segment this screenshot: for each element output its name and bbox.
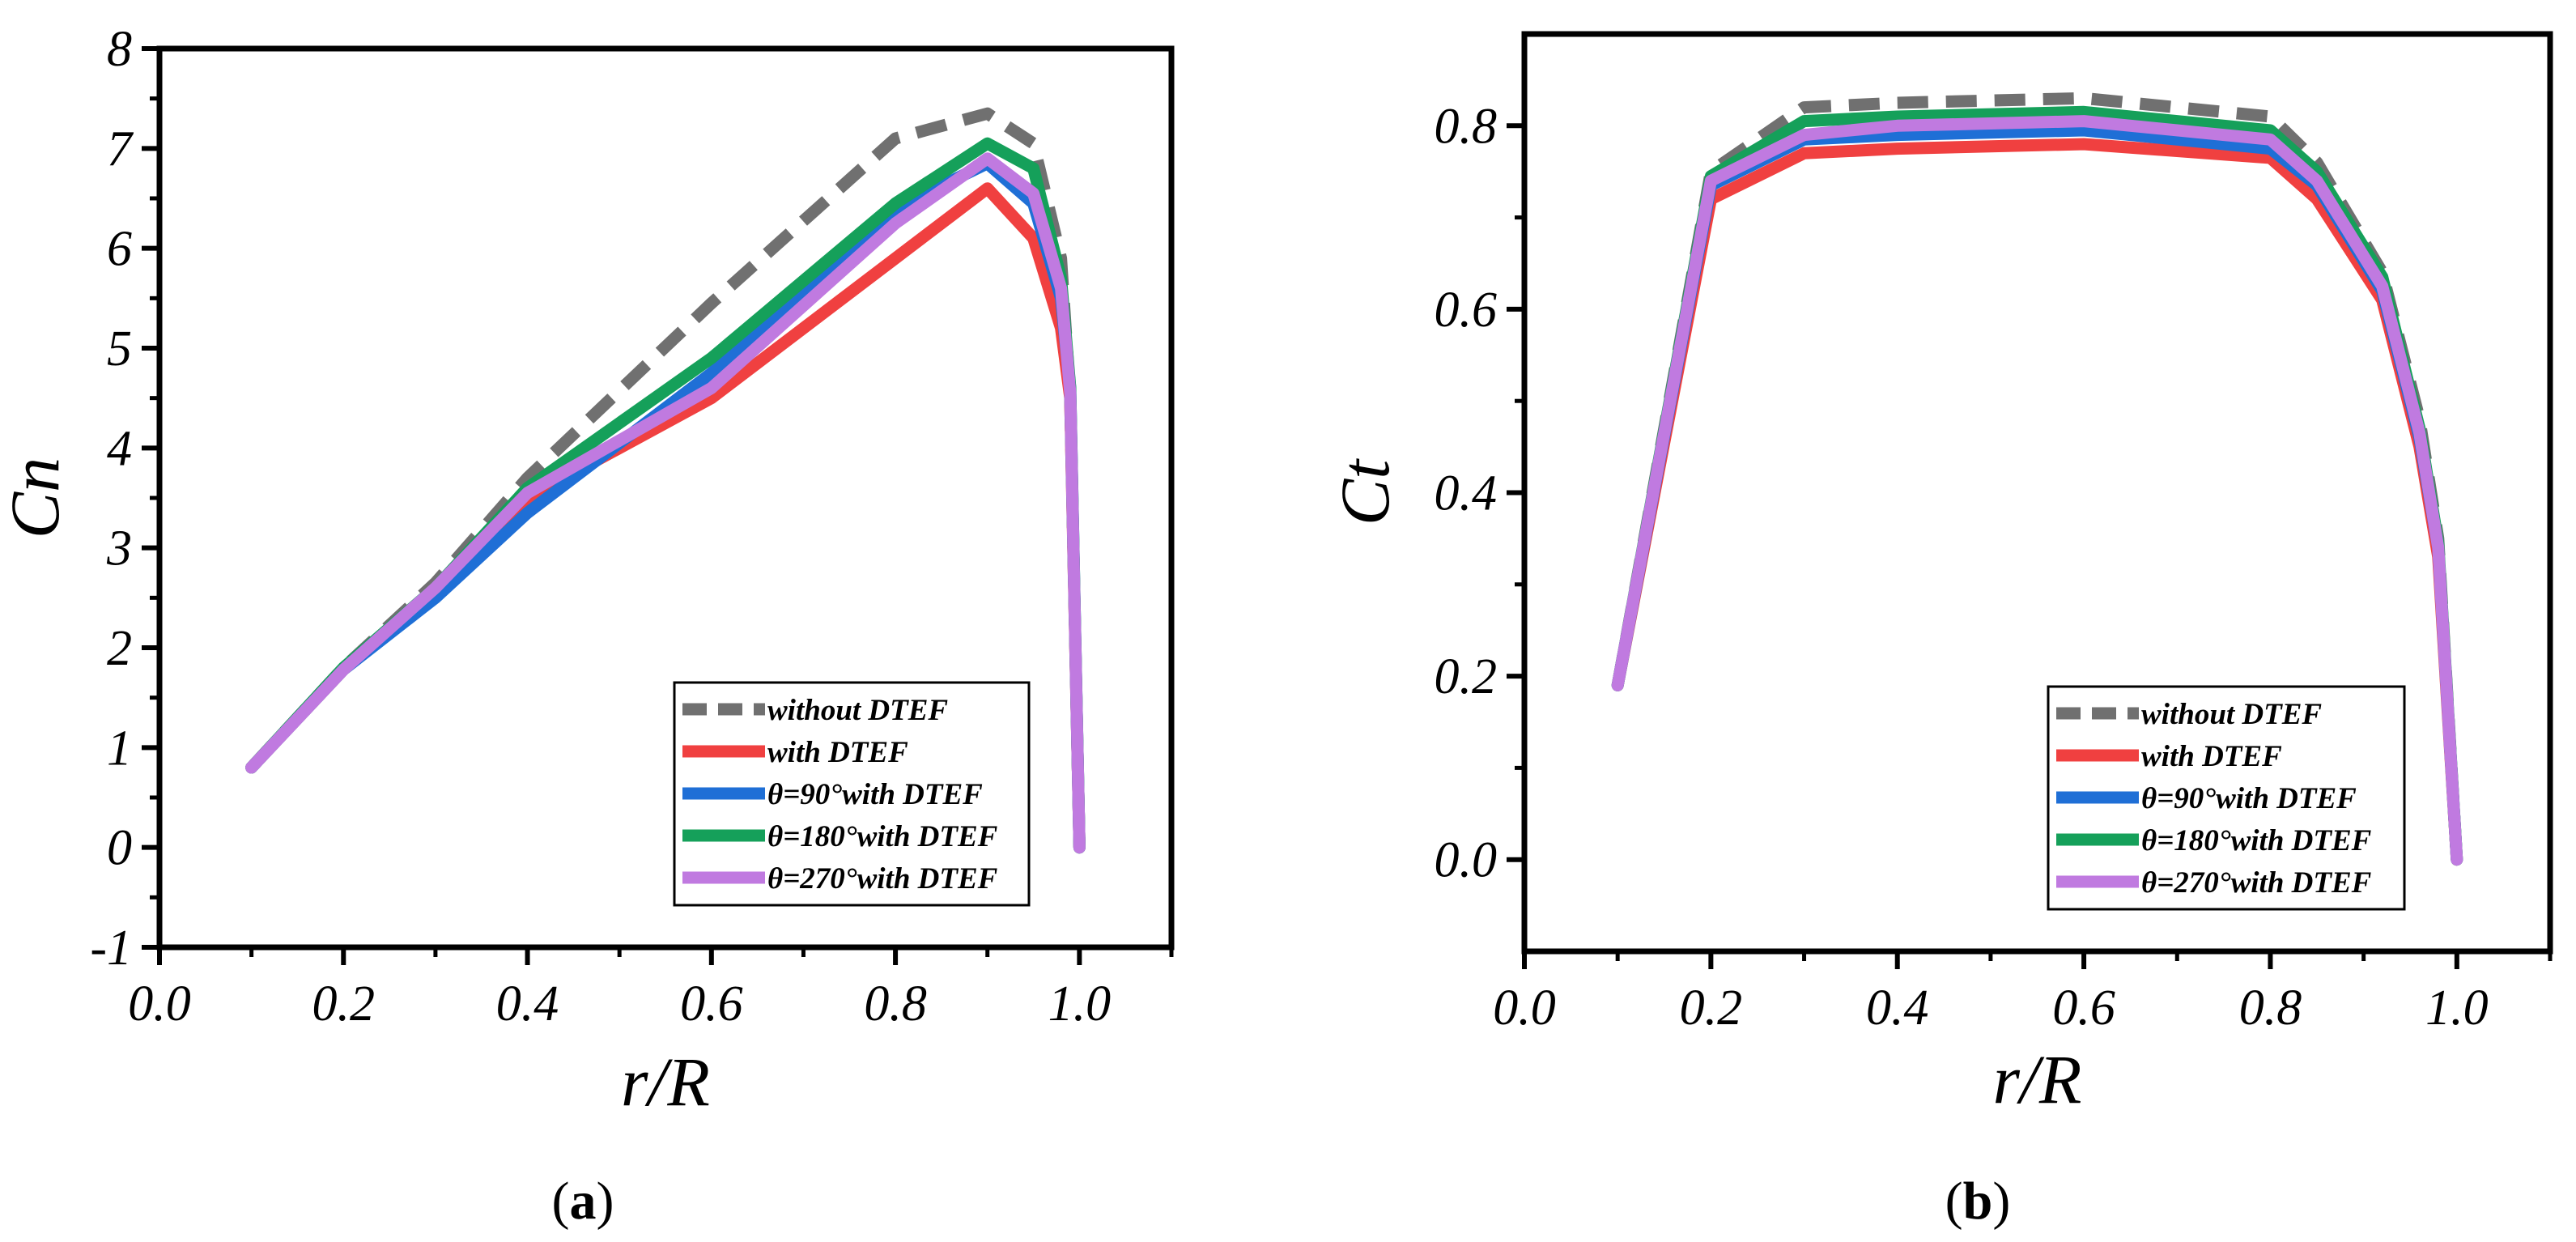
y-axis-title: Cn xyxy=(0,457,74,538)
legend: without DTEF with DTEF θ=90°with DTEF θ=180… xyxy=(673,681,1031,907)
x-tick-label: 0.8 xyxy=(2239,980,2302,1036)
x-tick-label: 0.6 xyxy=(2052,980,2115,1036)
series-line-theta270 xyxy=(1611,115,2463,866)
x-tick-label: 0.0 xyxy=(128,976,191,1031)
y-tick-label: 0.8 xyxy=(1435,99,1498,154)
x-tick-label: 0.2 xyxy=(312,976,376,1031)
y-tick-label: 0.2 xyxy=(1435,649,1498,704)
legend: without DTEF with DTEF θ=90°with DTEF θ=180… xyxy=(2047,685,2406,911)
legend-label: without DTEF xyxy=(767,694,948,727)
x-tick-label: 1.0 xyxy=(1048,976,1112,1031)
legend-label: θ=270°with DTEF xyxy=(767,862,998,895)
x-tick-label: 0.4 xyxy=(1866,980,1929,1036)
legend-label: θ=90°with DTEF xyxy=(767,778,983,811)
x-tick-label: 0.4 xyxy=(496,976,559,1031)
series-group xyxy=(1611,91,2463,866)
y-tick-label: 8 xyxy=(107,22,132,77)
legend-label: θ=180°with DTEF xyxy=(767,820,998,853)
y-tick-label: 0.4 xyxy=(1435,466,1498,521)
legend-label: θ=90°with DTEF xyxy=(2141,782,2357,815)
y-tick-label: 2 xyxy=(107,621,132,676)
legend-label: without DTEF xyxy=(2141,698,2322,731)
x-tick-label: 0.2 xyxy=(1680,980,1743,1036)
y-tick-label: 0.6 xyxy=(1435,283,1498,338)
x-axis-title: r/R xyxy=(621,1043,710,1121)
y-tick-label: 5 xyxy=(107,321,132,376)
x-tick-label: 0.8 xyxy=(864,976,927,1031)
series-line-theta270 xyxy=(245,152,1086,854)
panel-b-ct-chart: 0.0 0.2 0.4 0.6 0.8 1.0 0.0 0.2 0.4 0.6 0.8 r/R Ct wi… xyxy=(1326,31,2553,1231)
y-tick-label: 4 xyxy=(107,421,132,476)
legend-label: with DTEF xyxy=(767,736,908,769)
panel-caption: (a) xyxy=(552,1172,614,1231)
x-tick-label: 0.0 xyxy=(1493,980,1556,1036)
x-tick-label: 0.6 xyxy=(680,976,743,1031)
series-group xyxy=(245,107,1086,854)
y-tick-label: -1 xyxy=(90,921,132,976)
y-tick-label: 3 xyxy=(106,521,132,576)
y-axis-title: Ct xyxy=(1326,458,1404,525)
y-tick-label: 7 xyxy=(107,121,134,177)
x-axis-title: r/R xyxy=(1993,1040,2082,1118)
panel-caption: (b) xyxy=(1945,1172,2011,1231)
x-tick-label: 1.0 xyxy=(2425,980,2489,1036)
y-tick-label: 1 xyxy=(107,721,132,776)
panel-a-cn-chart: 0.0 0.2 0.4 0.6 0.8 1.0 -1 0 1 2 3 4 5 6 7 8 r/R Cn withou… xyxy=(0,22,1175,1231)
y-tick-label: 0 xyxy=(107,821,132,876)
legend-label: θ=270°with DTEF xyxy=(2141,866,2372,900)
y-tick-label: 0.0 xyxy=(1435,833,1498,888)
y-tick-label: 6 xyxy=(107,222,132,277)
legend-label: θ=180°with DTEF xyxy=(2141,824,2372,857)
legend-label: with DTEF xyxy=(2141,740,2282,773)
